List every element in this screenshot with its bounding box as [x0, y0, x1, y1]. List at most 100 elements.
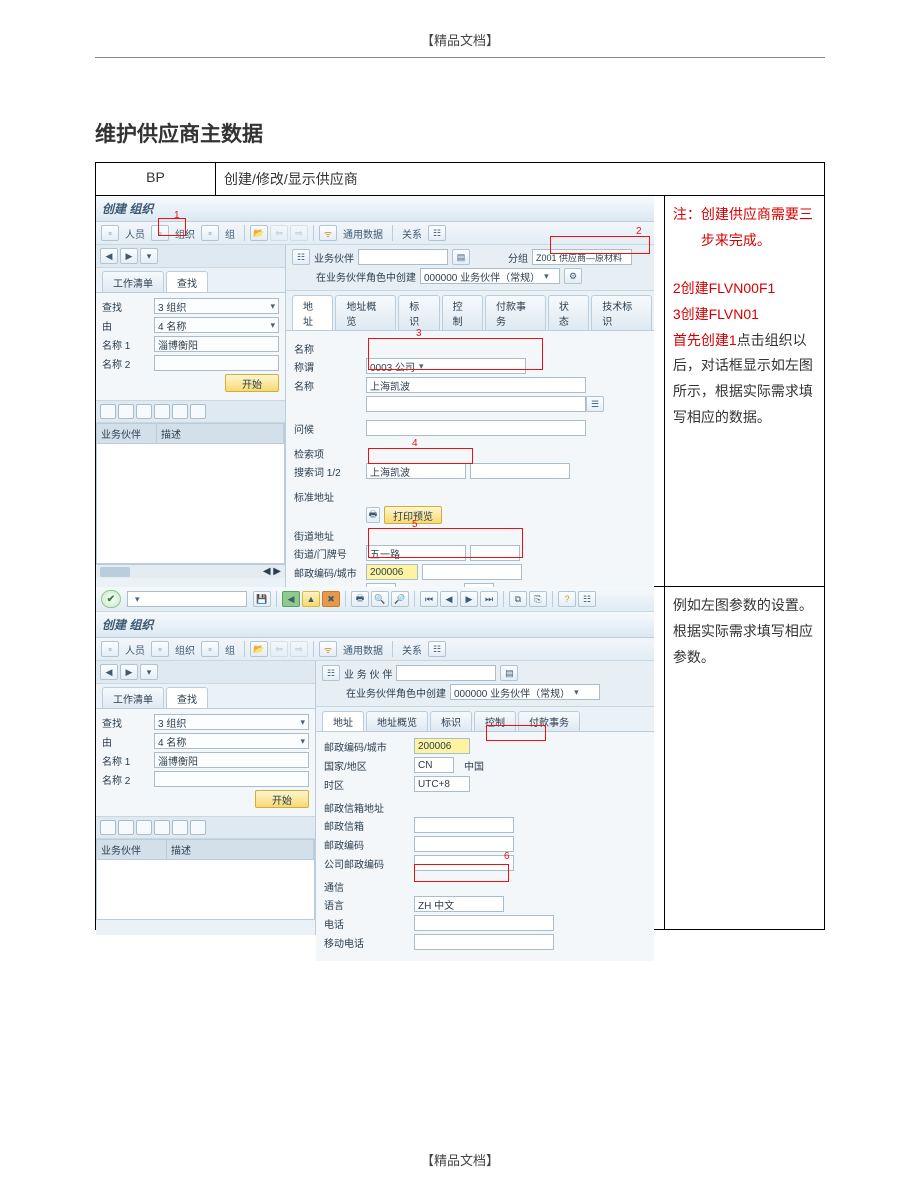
command-field[interactable] [127, 591, 247, 607]
tb2-person[interactable]: 人员 [121, 642, 149, 657]
new2-icon[interactable]: ▫ [101, 641, 119, 657]
inp2-pobox[interactable] [414, 817, 514, 833]
inp2-name1[interactable]: 淄博衡阳 [154, 752, 309, 768]
inp2-role[interactable]: 000000 业务伙伴（常规） [450, 684, 600, 700]
rtab-status[interactable]: 状态 [548, 295, 589, 330]
open-icon[interactable]: 📂 [250, 225, 268, 241]
help-icon[interactable]: ? [558, 591, 576, 607]
inp-name1[interactable]: 淄博衡阳 [154, 336, 279, 352]
inp2-find[interactable]: 3 组织 [154, 714, 309, 730]
first-icon[interactable]: ⏮ [420, 591, 438, 607]
grp2-icon[interactable]: ▫ [201, 641, 219, 657]
tb2-general[interactable]: 通用数据 [339, 642, 387, 657]
inp-greeting[interactable] [366, 420, 586, 436]
org-icon[interactable]: ▫ [151, 225, 169, 241]
rtab-ctrl[interactable]: 控制 [442, 295, 483, 330]
save-icon[interactable]: 💾 [253, 591, 271, 607]
mico-1[interactable] [100, 404, 116, 419]
bp-icon[interactable]: ☷ [292, 249, 310, 265]
find-icon[interactable]: 🔍 [371, 591, 389, 607]
inp-search2[interactable] [470, 463, 570, 479]
rtab2-ctrl[interactable]: 控制 [474, 711, 516, 731]
tab-worklist[interactable]: 工作清单 [102, 271, 164, 292]
inp-role[interactable]: 000000 业务伙伴（常规） [420, 268, 560, 284]
mico-6[interactable] [190, 404, 206, 419]
rtab-tech[interactable]: 技术标识 [591, 295, 652, 330]
cancel-icon[interactable]: ✖ [322, 591, 340, 607]
shortcut-icon[interactable]: ⎘ [529, 591, 547, 607]
layout-icon[interactable]: ☷ [578, 591, 596, 607]
rel2-icon[interactable]: ☷ [428, 641, 446, 657]
inp2-lang[interactable]: ZH 中文 [414, 896, 504, 912]
nav-right-icon[interactable]: ▶ [120, 248, 138, 264]
inp2-country-code[interactable]: CN [414, 757, 454, 773]
inp2-phone[interactable] [414, 915, 554, 931]
prev-icon[interactable]: ◀ [440, 591, 458, 607]
inp-name[interactable]: 上海凯波 [366, 377, 586, 393]
inp2-bp[interactable] [396, 665, 496, 681]
mico2-4[interactable] [154, 820, 170, 835]
inp-city[interactable] [422, 564, 522, 580]
glasses2-icon[interactable]: ᯤ [319, 641, 337, 657]
mico2-2[interactable] [118, 820, 134, 835]
newwin-icon[interactable]: ⧉ [509, 591, 527, 607]
back-icon-2[interactable]: ◀ [282, 591, 300, 607]
inp2-tz[interactable]: UTC+8 [414, 776, 470, 792]
nav2-right-icon[interactable]: ▶ [120, 664, 138, 680]
inp-group[interactable]: Z001 供应商—原材料 [532, 249, 632, 265]
rtab2-addr[interactable]: 地址 [322, 711, 364, 731]
tb-group[interactable]: 组 [221, 226, 239, 241]
tb-org[interactable]: 组织 [171, 226, 199, 241]
rtab-pay[interactable]: 付款事务 [485, 295, 546, 330]
tab-find[interactable]: 查找 [166, 271, 208, 292]
mico2-1[interactable] [100, 820, 116, 835]
group-icon[interactable]: ▫ [201, 225, 219, 241]
tb2-group[interactable]: 组 [221, 642, 239, 657]
inp-search1[interactable]: 上海凯波 [366, 463, 466, 479]
print-icon[interactable]: 🖶 [366, 507, 380, 523]
exit-icon[interactable]: ▲ [302, 591, 320, 607]
last-icon[interactable]: ⏭ [480, 591, 498, 607]
glasses-icon[interactable]: ᯤ [319, 225, 337, 241]
inp-bp[interactable] [358, 249, 448, 265]
inp-by[interactable]: 4 名称 [154, 317, 279, 333]
org2-icon[interactable]: ▫ [151, 641, 169, 657]
role-cfg-icon[interactable]: ⚙ [564, 268, 582, 284]
rtab2-ident[interactable]: 标识 [430, 711, 472, 731]
inp-title[interactable]: 0003 公司 [366, 358, 526, 374]
inp2-name2[interactable] [154, 771, 309, 787]
back2-icon[interactable]: ⇦ [270, 641, 288, 657]
bp2-icon[interactable]: ☷ [322, 665, 340, 681]
name-more-icon[interactable]: ☰ [586, 396, 604, 412]
nav2-left-icon[interactable]: ◀ [100, 664, 118, 680]
tb-person[interactable]: 人员 [121, 226, 149, 241]
fwd-icon[interactable]: ⇨ [290, 225, 308, 241]
inp-find[interactable]: 3 组织 [154, 298, 279, 314]
inp-name-2[interactable] [366, 396, 586, 412]
inp-name2[interactable] [154, 355, 279, 371]
mico-3[interactable] [136, 404, 152, 419]
new-icon[interactable]: ▫ [101, 225, 119, 241]
nav2-dd-icon[interactable]: ▾ [140, 664, 158, 680]
rel-icon[interactable]: ☷ [428, 225, 446, 241]
inp2-postal[interactable]: 200006 [414, 738, 470, 754]
btn-start[interactable]: 开始 [225, 374, 279, 392]
inp-street[interactable]: 五一路 [366, 545, 466, 561]
enter-icon[interactable]: ✔ [101, 590, 121, 608]
mico2-6[interactable] [190, 820, 206, 835]
rtab2-addrov[interactable]: 地址概览 [366, 711, 428, 731]
inp2-mobile[interactable] [414, 934, 554, 950]
next-icon[interactable]: ▶ [460, 591, 478, 607]
inp2-pobox-postal[interactable] [414, 836, 514, 852]
nav-dd-icon[interactable]: ▾ [140, 248, 158, 264]
tab2-worklist[interactable]: 工作清单 [102, 687, 164, 708]
rtab-addrov[interactable]: 地址概览 [335, 295, 396, 330]
tb2-org[interactable]: 组织 [171, 642, 199, 657]
mico2-5[interactable] [172, 820, 188, 835]
fwd2-icon[interactable]: ⇨ [290, 641, 308, 657]
findnext-icon[interactable]: 🔎 [391, 591, 409, 607]
btn2-start[interactable]: 开始 [255, 790, 309, 808]
nav-left-icon[interactable]: ◀ [100, 248, 118, 264]
rtab2-pay[interactable]: 付款事务 [518, 711, 580, 731]
mico-4[interactable] [154, 404, 170, 419]
